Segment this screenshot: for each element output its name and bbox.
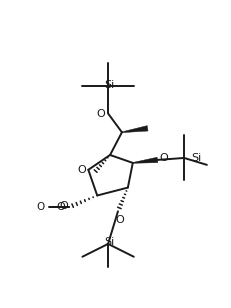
Text: O: O xyxy=(97,109,106,120)
Text: Si: Si xyxy=(104,237,114,247)
Text: O: O xyxy=(59,201,68,211)
Text: O: O xyxy=(56,202,65,212)
Text: O: O xyxy=(159,153,168,163)
Text: Si: Si xyxy=(104,80,114,90)
Polygon shape xyxy=(133,157,158,163)
Text: Si: Si xyxy=(191,153,201,163)
Polygon shape xyxy=(122,126,148,133)
Text: O: O xyxy=(116,215,124,225)
Text: O: O xyxy=(77,165,86,175)
Text: O: O xyxy=(37,202,45,212)
